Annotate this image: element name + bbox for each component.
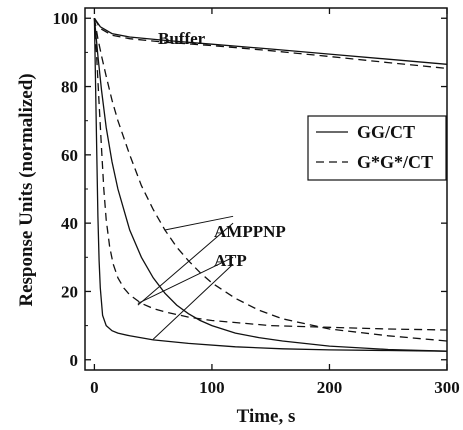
x-tick-label-0: 0 — [90, 378, 99, 397]
y-tick-label-20: 20 — [61, 282, 78, 301]
y-axis-title: Response Units (normalized) — [16, 73, 37, 306]
legend-box — [307, 115, 447, 181]
series-buffer-solid — [93, 17, 448, 65]
legend: GG/CT G*G*/CT — [307, 115, 447, 181]
y-tick-label-0: 0 — [70, 351, 79, 370]
annotation-amppnp: AMPPNP — [214, 222, 286, 241]
series-buffer-dashed — [93, 17, 448, 70]
curves — [93, 17, 448, 352]
arrow-atp-dashed — [137, 256, 234, 304]
arrow-amppnp-dashed — [164, 215, 234, 231]
x-tick-label-200: 200 — [317, 378, 343, 397]
series-atp-dashed — [93, 18, 448, 331]
y-tick-label-80: 80 — [61, 78, 78, 97]
x-tick-label-100: 100 — [199, 378, 225, 397]
y-tick-label-100: 100 — [53, 9, 79, 28]
annotation-arrows — [137, 215, 234, 340]
x-axis-title: Time, s — [237, 406, 296, 427]
annotation-buffer: Buffer — [158, 29, 206, 48]
arrow-atp-solid — [152, 263, 234, 340]
series-amppnp-solid — [93, 18, 448, 352]
arrow-amppnp-solid — [137, 222, 234, 306]
axis-ticks: 0 100 200 300 0 20 40 60 80 100 — [53, 8, 460, 397]
legend-label-ggstar-ct: G*G*/CT — [357, 152, 433, 172]
plot-frame — [84, 7, 448, 371]
series-atp-solid — [93, 18, 448, 352]
series-amppnp-dashed — [93, 18, 448, 342]
x-tick-label-300: 300 — [434, 378, 460, 397]
annotation-atp: ATP — [214, 251, 247, 270]
y-tick-label-40: 40 — [61, 214, 78, 233]
legend-label-gg-ct: GG/CT — [357, 122, 415, 142]
y-tick-label-60: 60 — [61, 146, 78, 165]
